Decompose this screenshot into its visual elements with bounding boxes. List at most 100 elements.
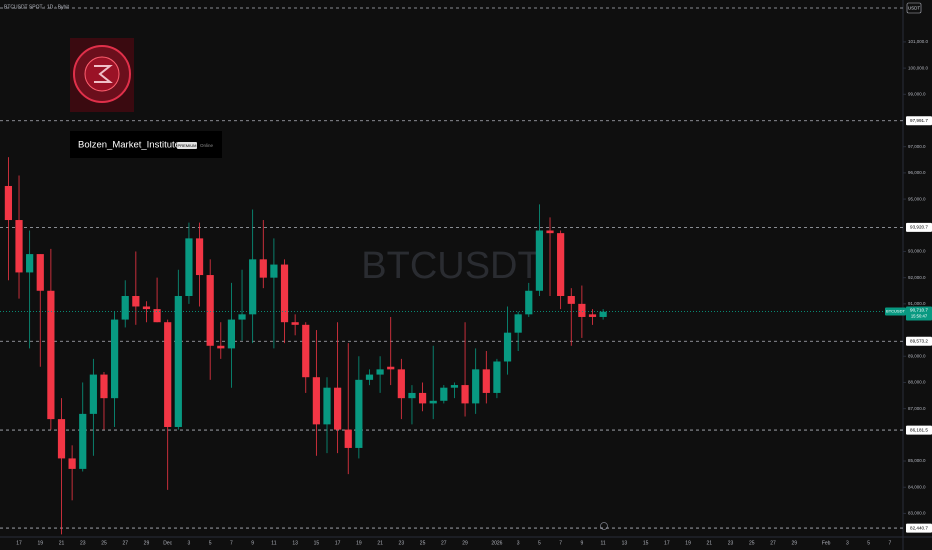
candle-body (418, 392, 427, 404)
candle-body (195, 238, 204, 276)
x-tick-label: 5 (538, 540, 541, 546)
x-tick-label: 17 (664, 540, 670, 546)
candle-body (387, 366, 395, 370)
candle-body (344, 429, 352, 448)
y-tick-label: 99,000.0 (908, 91, 926, 96)
profile-box: Bolzen_Market_Institute PREMIUM Online (70, 131, 222, 158)
badge: PREMIUM (178, 143, 197, 148)
watermark: BTCUSDT (361, 245, 540, 287)
unit-box (906, 2, 922, 14)
candle-body (185, 238, 193, 297)
x-tick-label: 5 (209, 540, 212, 546)
y-tick-label: 97,000.0 (908, 144, 926, 149)
x-tick-label: 9 (580, 540, 583, 546)
x-tick-label: 25 (420, 540, 426, 546)
candle-body (355, 379, 363, 448)
candle-body (15, 220, 23, 273)
candle-body (376, 369, 384, 375)
level-label: 86,181.5 (910, 427, 928, 432)
x-tick-label: 21 (59, 540, 65, 546)
candle-body (89, 374, 97, 414)
countdown: 15:50:47 (911, 314, 928, 319)
x-tick-label: 11 (271, 540, 276, 546)
x-tick-label: Dec (163, 540, 172, 546)
candle-body (68, 458, 76, 469)
logo-sigma (94, 65, 113, 83)
x-tick-label: 27 (441, 540, 447, 546)
x-tick-label: 15 (643, 540, 649, 546)
x-tick-label: 27 (122, 540, 128, 546)
level-label-bg (906, 222, 932, 232)
level-label: 89,573.2 (910, 338, 928, 343)
candle-body (217, 345, 225, 349)
candle-body (57, 419, 66, 459)
candle-body (546, 230, 554, 234)
candle-body (291, 322, 299, 325)
badge-bg (177, 142, 197, 149)
last-price-label: 90,710.7 (910, 308, 928, 313)
x-tick-label: 3 (846, 540, 849, 546)
logo-inner (84, 56, 120, 92)
level-label-bg (906, 336, 932, 346)
axis-unit: USDT (908, 5, 921, 10)
x-tick-label: 13 (622, 540, 628, 546)
x-tick-label: 25 (101, 540, 107, 546)
candle-body (227, 319, 236, 349)
candle-body (26, 254, 34, 273)
event-marker (600, 522, 608, 530)
level-label-bg (906, 425, 932, 435)
candle-body (249, 259, 257, 315)
candle-body (111, 319, 119, 399)
y-tick-label: 89,000.0 (908, 353, 926, 358)
candle-body (259, 259, 267, 278)
candle-body (174, 296, 182, 427)
candle-body (132, 296, 140, 307)
level-label: 93,920.7 (910, 225, 928, 230)
y-tick-label: 83,000.0 (908, 511, 926, 516)
candle-body (323, 387, 331, 425)
candle-body (472, 369, 480, 404)
candle-body (450, 385, 459, 388)
x-tick-label: 11 (601, 540, 606, 546)
candle-body (397, 369, 405, 399)
x-tick-label: 3 (517, 540, 520, 546)
candle-body (142, 306, 151, 310)
status: Online (200, 143, 214, 148)
candle-body (312, 377, 320, 425)
candle-body (47, 290, 55, 420)
x-tick-label: Feb (822, 540, 831, 546)
x-tick-label: 5 (867, 540, 870, 546)
x-tick-label: 23 (728, 540, 734, 546)
candle-body (100, 374, 108, 399)
candle-body (153, 309, 161, 323)
y-tick-label: 93,000.0 (908, 249, 926, 254)
x-tick-label: 19 (356, 540, 362, 546)
candle-body (514, 314, 522, 333)
candle-body (302, 324, 310, 378)
candle-body (588, 314, 597, 317)
x-tick-label: 19 (685, 540, 691, 546)
x-tick-label: 29 (462, 540, 468, 546)
y-tick-label: 85,000.0 (908, 458, 926, 463)
x-tick-label: 23 (80, 540, 86, 546)
y-tick-label: 100,000.0 (908, 65, 929, 70)
y-tick-label: 95,000.0 (908, 196, 926, 201)
x-tick-label: 21 (707, 540, 713, 546)
candle-body (121, 296, 129, 320)
level-label: 82,440.7 (910, 525, 928, 530)
candle-body (4, 185, 12, 221)
candle-body (238, 314, 246, 320)
x-tick-label: 15 (314, 540, 320, 546)
candle-body (408, 392, 416, 399)
candle-body (503, 332, 512, 362)
y-tick-label: 88,000.0 (908, 380, 926, 385)
y-tick-label: 84,000.0 (908, 484, 926, 489)
x-tick-label: 25 (749, 540, 755, 546)
header: BTCUSDT SPOT · 1D · Bybit (4, 4, 69, 10)
candle-body (334, 387, 342, 430)
candle-body (493, 361, 501, 393)
logo (70, 38, 134, 112)
